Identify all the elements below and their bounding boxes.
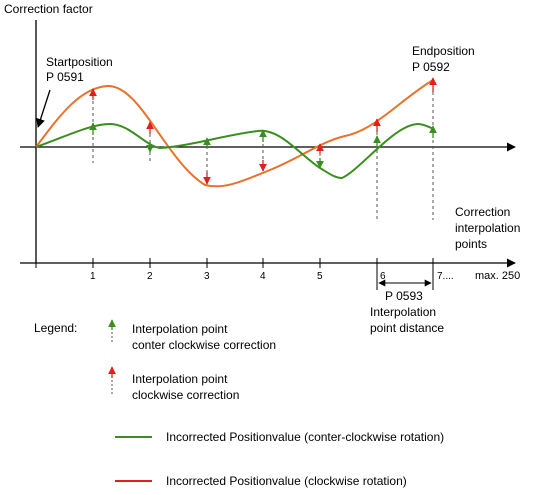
point-label-1: 1 xyxy=(90,271,96,282)
legend-title: Legend: xyxy=(34,321,77,335)
point-label-4: 4 xyxy=(260,271,266,282)
start-pointer-arrow xyxy=(36,89,51,128)
orange-clockwise-curve xyxy=(35,79,434,188)
start-param: P 0591 xyxy=(46,70,84,84)
point-label-6: 6 xyxy=(380,271,386,282)
interp-axis-label-2: interpolation xyxy=(455,221,520,235)
end-param: P 0592 xyxy=(412,60,450,74)
cw-arrows xyxy=(89,77,437,185)
legend-ccw-text-2: conter clockwise correction xyxy=(132,338,276,352)
green-ccw-curve xyxy=(35,122,435,180)
interp-axis-label-3: points xyxy=(455,237,487,251)
interp-axis-label-1: Correction xyxy=(455,205,510,219)
point-label-2: 2 xyxy=(147,271,153,282)
max-label: max. 250 xyxy=(475,270,520,282)
interpolation-dashes xyxy=(92,80,434,220)
y-axis-label: Correction factor xyxy=(4,2,93,16)
ccw-arrows xyxy=(89,122,437,169)
legend-ccw-text-1: Interpolation point xyxy=(132,322,228,336)
point-labels: 1 2 3 4 5 6 7.... xyxy=(90,271,454,282)
distance-label-1: Interpolation xyxy=(370,305,436,319)
point-label-7: 7.... xyxy=(437,271,454,282)
bottom-ticks xyxy=(35,258,434,290)
end-label: Endposition xyxy=(412,44,475,58)
distance-label-2: point distance xyxy=(370,321,444,335)
legend-red-text: Incorrected Positionvalue (clockwise rot… xyxy=(166,474,407,488)
start-label: Startposition xyxy=(46,55,113,69)
point-label-5: 5 xyxy=(317,271,323,282)
legend-cw-text-2: clockwise correction xyxy=(132,388,239,402)
distance-param: P 0593 xyxy=(385,289,423,303)
point-label-3: 3 xyxy=(204,271,210,282)
legend-green-text: Incorrected Positionvalue (conter-clockw… xyxy=(166,430,444,444)
legend-cw-text-1: Interpolation point xyxy=(132,372,228,386)
